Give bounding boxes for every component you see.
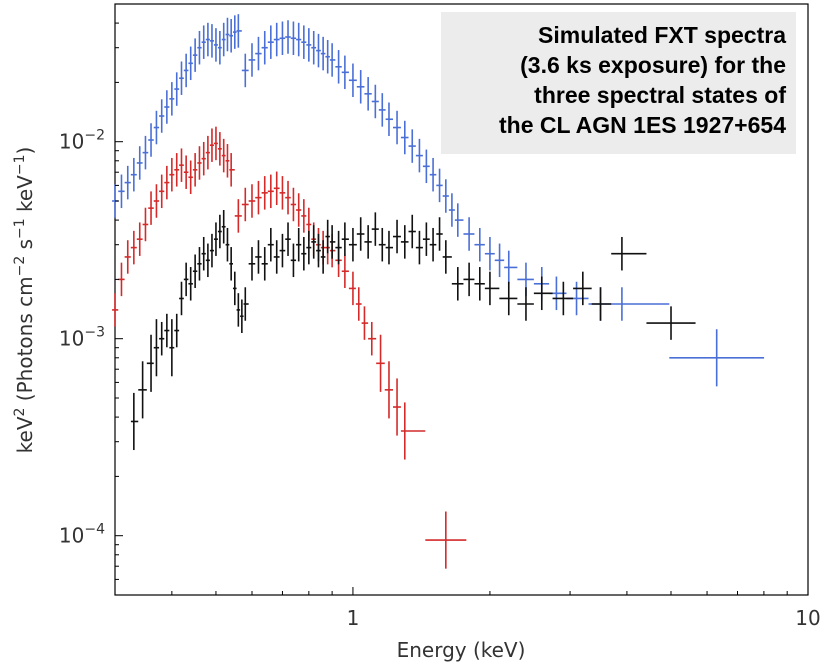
x-axis-label: Energy (keV) (397, 638, 526, 662)
y-tick-base: 10 (59, 327, 84, 351)
y-tick-label: 10−4 (59, 522, 105, 548)
y-label-sup3: −1 (12, 218, 28, 239)
y-label-post: ) (13, 147, 37, 155)
y-label-sup2: −2 (12, 256, 28, 277)
y-tick-base: 10 (59, 524, 84, 548)
x-tick-label: 1 (347, 606, 360, 630)
y-tick-base: 10 (59, 130, 84, 154)
annotation-line-3: three spectral states of (534, 82, 786, 108)
y-tick-exp: −3 (84, 325, 105, 341)
annotation-line-1: Simulated FXT spectra (538, 22, 786, 48)
y-tick-label: 10−2 (59, 128, 105, 154)
y-label-mid1: (Photons cm (13, 276, 37, 407)
y-label-sup1: 2 (12, 408, 28, 417)
annotation-line-4: the CL AGN 1ES 1927+654 (498, 112, 786, 138)
y-tick-exp: −4 (84, 522, 105, 538)
y-tick-exp: −2 (84, 128, 105, 144)
series-low-state (130, 210, 696, 451)
y-label-mid3: keV (13, 175, 37, 219)
y-label-sup4: −1 (12, 154, 28, 175)
y-tick-label: 10−3 (59, 325, 105, 351)
y-axis-label: keV2 (Photons cm−2 s−1 keV−1) (12, 147, 37, 454)
annotation-line-2: (3.6 ks exposure) for the (520, 52, 786, 78)
series-intermediate-state (112, 126, 467, 569)
x-tick-label: 10 (795, 606, 820, 630)
annotation-box: Simulated FXT spectra (3.6 ks exposure) … (441, 12, 796, 154)
y-label-pre: keV (13, 416, 37, 453)
data-series-layer (112, 14, 765, 569)
y-label-mid2: s (13, 239, 37, 256)
